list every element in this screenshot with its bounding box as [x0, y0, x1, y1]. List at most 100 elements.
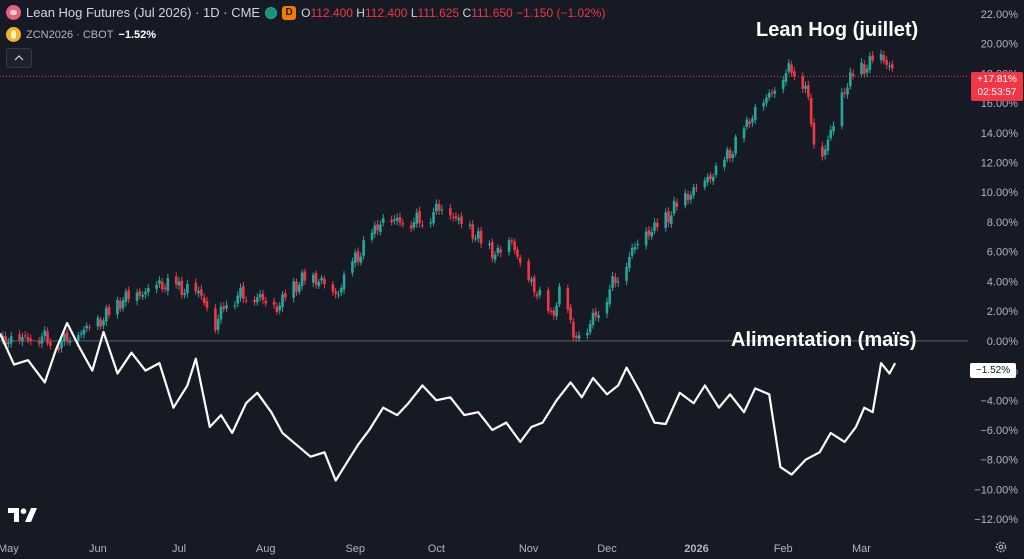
y-tick-label: 6.00%	[987, 247, 1018, 259]
y-tick-label: 16.00%	[981, 98, 1019, 110]
candle-body	[351, 261, 354, 273]
candle-body	[275, 306, 279, 313]
candle-body	[625, 266, 628, 281]
candle-body	[43, 330, 47, 337]
candle-body	[429, 222, 433, 224]
candle-body	[751, 118, 754, 123]
candle-body	[9, 336, 13, 344]
x-axis: May Jun Jul Aug Sep Oct Nov Dec 2026 Feb Mar	[0, 543, 871, 555]
candle-body	[278, 305, 282, 311]
candle-body	[155, 284, 158, 289]
candle-body	[373, 225, 377, 234]
candle-body	[432, 211, 435, 224]
ohlc-values: O112.400 H112.400 L111.625 C111.650 −1.1…	[301, 6, 605, 20]
collapse-button[interactable]	[6, 48, 32, 68]
low-label: L	[410, 5, 418, 20]
candle-body	[295, 281, 298, 293]
candle-body	[686, 194, 690, 201]
candle-body	[409, 225, 413, 229]
x-tick-label: Nov	[519, 543, 539, 555]
candle-body	[116, 299, 119, 315]
candle-body	[65, 332, 69, 342]
candle-body	[706, 176, 709, 183]
candle-body	[742, 128, 746, 139]
candle-body	[244, 300, 248, 302]
high-label: H	[356, 5, 365, 20]
candle-body	[496, 247, 500, 254]
candle-body	[370, 232, 374, 240]
y-tick-label: 10.00%	[981, 187, 1019, 199]
candle-body	[745, 119, 749, 127]
candle-body	[510, 240, 514, 242]
candle-body	[790, 64, 793, 73]
candle-body	[636, 243, 640, 246]
candle-body	[513, 241, 516, 251]
candle-body	[37, 341, 41, 344]
candle-body	[40, 336, 44, 344]
candle-body	[714, 165, 718, 176]
candle-body	[390, 219, 393, 223]
candle-body	[353, 252, 357, 263]
candle-body	[793, 71, 796, 77]
candle-body	[762, 102, 765, 107]
candle-body	[890, 64, 894, 69]
candle-body	[23, 335, 27, 337]
candle-body	[843, 92, 847, 94]
candle-body	[650, 231, 654, 237]
candle-body	[21, 337, 24, 342]
candle-body	[530, 279, 533, 282]
gear-icon[interactable]	[994, 540, 1008, 554]
candle-body	[177, 281, 181, 286]
candle-body	[121, 300, 125, 308]
candle-body	[222, 306, 226, 310]
candle-body	[451, 216, 455, 218]
candle-body	[7, 342, 10, 345]
candle-body	[233, 305, 237, 307]
candle-body	[725, 149, 729, 160]
candle-body	[158, 280, 161, 284]
compare-change: −1.52%	[118, 28, 157, 41]
candle-body	[180, 280, 184, 295]
corn-icon	[6, 27, 21, 42]
candle-body	[644, 231, 648, 246]
candle-body	[337, 293, 340, 295]
candle-body	[723, 159, 726, 168]
tradingview-logo-icon[interactable]	[8, 508, 38, 527]
candle-body	[300, 272, 304, 286]
candle-body	[311, 274, 315, 283]
candle-body	[127, 290, 130, 300]
candle-body	[628, 256, 631, 268]
candle-body	[297, 285, 301, 292]
candle-body	[174, 276, 178, 285]
candle-body	[572, 321, 575, 338]
candle-body	[460, 216, 463, 225]
candle-body	[488, 243, 491, 246]
candle-body	[46, 331, 49, 344]
candle-body	[594, 311, 598, 317]
symbol-title[interactable]: Lean Hog Futures (Jul 2026) · 1D · CME	[26, 5, 261, 20]
candle-body	[549, 310, 553, 312]
candle-body	[538, 289, 542, 296]
candle-body	[493, 254, 497, 260]
y-tick-label: 14.00%	[981, 128, 1019, 140]
candle-body	[320, 277, 323, 281]
x-tick-label: Feb	[774, 543, 793, 555]
candle-body	[748, 121, 751, 125]
candle-body	[421, 224, 424, 226]
candle-body	[107, 306, 111, 315]
interval-badge[interactable]: D	[282, 5, 297, 20]
candle-body	[863, 64, 866, 74]
candle-body	[518, 257, 522, 263]
candle-body	[415, 212, 419, 224]
candle-body	[672, 200, 676, 214]
candle-body	[258, 294, 262, 298]
candle-body	[804, 85, 807, 89]
candle-body	[412, 222, 416, 228]
compare-symbol[interactable]: ZCN2026 · CBOT	[26, 28, 114, 41]
candle-body	[292, 281, 295, 298]
candle-body	[471, 224, 475, 239]
candle-body	[670, 215, 673, 224]
candle-body	[709, 175, 712, 180]
market-status-icon[interactable]	[265, 6, 278, 19]
